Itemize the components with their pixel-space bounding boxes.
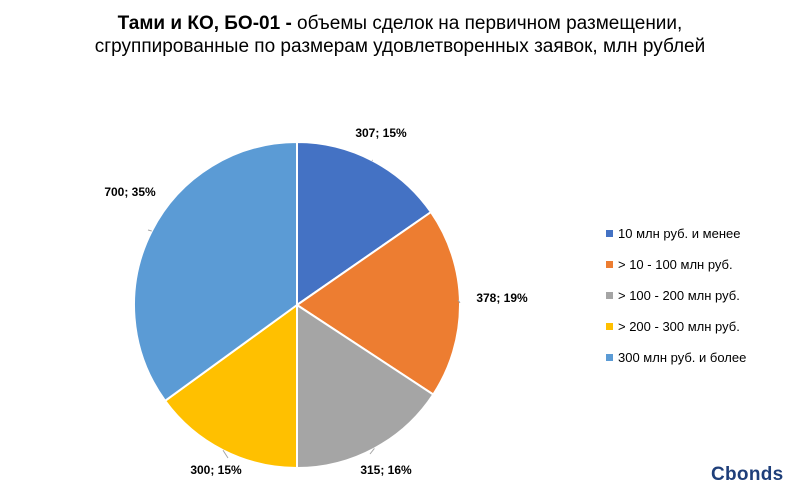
legend-label: 300 млн руб. и более (618, 350, 747, 365)
pie-slice-4 (163, 303, 298, 470)
data-label-5: 700; 35% (104, 185, 156, 199)
legend-item-5: 300 млн руб. и более (606, 342, 746, 373)
legend-swatch (606, 230, 613, 237)
brand-logo: Cbonds (711, 464, 784, 485)
title-line-1: Тами и КО, БО-01 - объемы сделок на перв… (0, 12, 800, 35)
legend-label: 10 млн руб. и менее (618, 226, 741, 241)
leader-line-2 (457, 299, 461, 304)
leader-line-5 (147, 229, 152, 232)
pie-slice-1 (296, 140, 433, 307)
legend-item-2: > 10 - 100 млн руб. (606, 249, 746, 280)
legend-swatch (606, 354, 613, 361)
legend: 10 млн руб. и менее > 10 - 100 млн руб. > … (606, 218, 746, 373)
title-rest-part: объемы сделок на первичном размещении, (291, 13, 683, 34)
legend-label: > 100 - 200 млн руб. (618, 288, 740, 303)
legend-swatch (606, 292, 613, 299)
leader-line-3 (369, 448, 375, 455)
data-label-4: 300; 15% (190, 463, 242, 477)
title-line-2: сгруппированные по размерам удовлетворен… (94, 36, 706, 57)
legend-item-1: 10 млн руб. и менее (606, 218, 746, 249)
leader-line-1 (371, 159, 373, 161)
legend-item-4: > 200 - 300 млн руб. (606, 311, 746, 342)
legend-swatch (606, 261, 613, 268)
legend-label: > 10 - 100 млн руб. (618, 257, 733, 272)
data-label-3: 315; 16% (360, 463, 412, 477)
chart-title: Тами и КО, БО-01 - объемы сделок на перв… (0, 12, 800, 58)
leader-line-4 (222, 449, 229, 459)
legend-swatch (606, 323, 613, 330)
legend-item-3: > 100 - 200 млн руб. (606, 280, 746, 311)
legend-label: > 200 - 300 млн руб. (618, 319, 740, 334)
data-label-1: 307; 15% (355, 126, 407, 140)
title-bold-part: Тами и КО, БО-01 - (117, 13, 292, 34)
data-label-2: 378; 19% (476, 291, 528, 305)
